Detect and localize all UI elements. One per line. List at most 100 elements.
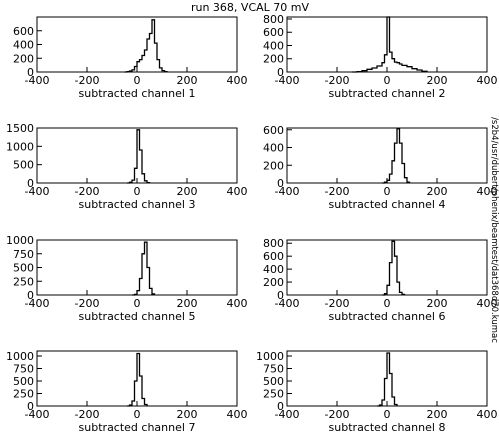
y-tick-label: 600 [263, 124, 284, 137]
y-tick-label: 800 [263, 13, 284, 26]
y-tick-label: 0 [277, 289, 284, 302]
y-tick-label: 0 [277, 66, 284, 79]
x-tick-label: -400 [275, 185, 300, 198]
y-tick-label: 750 [263, 363, 284, 376]
y-tick-label: 200 [263, 53, 284, 66]
y-tick-label: 1000 [6, 140, 34, 153]
x-tick-label: 400 [227, 74, 248, 87]
x-tick-label: 400 [227, 297, 248, 310]
y-tick-label: 1000 [6, 350, 34, 363]
x-tick-label: 200 [427, 297, 448, 310]
y-tick-label: 250 [263, 388, 284, 401]
x-tick-label: -400 [25, 297, 50, 310]
plot-frame [36, 239, 238, 296]
x-tick-label: -400 [25, 74, 50, 87]
x-tick-label: -200 [75, 297, 100, 310]
x-tick-label: -200 [325, 74, 350, 87]
x-tick-label: -200 [325, 185, 350, 198]
y-tick-label: 1500 [6, 122, 34, 135]
x-tick-label: 400 [227, 408, 248, 421]
x-axis-label: subtracted channel 5 [79, 310, 196, 323]
y-tick-label: 600 [13, 25, 34, 38]
histogram-panel-4: -400 -200 0 200 400 0 200 400 600 subtracted chan… [263, 124, 498, 211]
x-tick-label: 0 [384, 74, 391, 87]
histogram-series [377, 352, 398, 407]
x-tick-label: 200 [427, 185, 448, 198]
histogram-panel-5: -400 -200 0 200 40002505007501000subtracted … [6, 234, 248, 323]
x-tick-label: 200 [427, 408, 448, 421]
x-axis-label: subtracted channel 8 [329, 421, 446, 434]
x-tick-label: -400 [275, 74, 300, 87]
y-tick-label: 0 [27, 289, 34, 302]
x-tick-label: -200 [75, 185, 100, 198]
x-tick-label: 0 [134, 185, 141, 198]
x-tick-label: 400 [227, 185, 248, 198]
x-tick-label: 200 [177, 408, 198, 421]
x-tick-label: -200 [75, 74, 100, 87]
y-tick-label: 0 [27, 400, 34, 413]
histogram-series [382, 128, 411, 184]
y-tick-label: 0 [27, 66, 34, 79]
x-tick-label: 400 [477, 74, 498, 87]
x-tick-label: 400 [477, 408, 498, 421]
plot-frame [286, 127, 488, 184]
y-tick-label: 800 [263, 237, 284, 250]
histogram-panel-3: -400 -200 0 200 400 0 500 1000 1500 subtracted ch… [6, 122, 248, 211]
y-tick-label: 500 [13, 375, 34, 388]
x-tick-label: 0 [384, 297, 391, 310]
histogram-series [124, 19, 168, 73]
y-tick-label: 500 [263, 375, 284, 388]
x-axis-label: subtracted channel 2 [329, 87, 446, 100]
y-tick-label: 500 [13, 262, 34, 275]
x-axis-label: subtracted channel 1 [79, 87, 196, 100]
y-tick-label: 1000 [256, 350, 284, 363]
x-tick-label: -200 [75, 408, 100, 421]
x-tick-label: 0 [134, 297, 141, 310]
y-tick-label: 750 [13, 363, 34, 376]
y-tick-label: 400 [263, 263, 284, 276]
y-tick-label: 500 [13, 159, 34, 172]
x-tick-label: -400 [25, 185, 50, 198]
figure-title: run 368, VCAL 70 mV [191, 1, 310, 14]
histogram-series [352, 16, 428, 73]
histogram-series [132, 241, 156, 296]
y-tick-label: 600 [263, 26, 284, 39]
y-tick-label: 200 [263, 276, 284, 289]
y-tick-label: 600 [263, 250, 284, 263]
x-axis-label: subtracted channel 7 [79, 421, 196, 434]
y-tick-label: 0 [277, 400, 284, 413]
histogram-panel-7: -400 -200 0 200 40002505007501000subtracted … [6, 350, 248, 434]
x-tick-label: -200 [325, 297, 350, 310]
x-axis-label: subtracted channel 6 [329, 310, 446, 323]
histogram-series [382, 240, 406, 296]
y-tick-label: 400 [13, 39, 34, 52]
file-path-label: /s2b4/usr/dubert/phenix/beamtest/dat368d… [489, 117, 499, 343]
x-tick-label: -400 [25, 408, 50, 421]
y-tick-label: 0 [277, 177, 284, 190]
x-tick-label: 200 [177, 185, 198, 198]
histogram-panel-8: -400 -200 0 200 40002505007501000subtracted … [256, 350, 498, 434]
y-tick-label: 1000 [6, 234, 34, 247]
y-tick-label: 750 [13, 248, 34, 261]
histogram-series [127, 129, 151, 184]
y-tick-label: 400 [263, 39, 284, 52]
y-tick-label: 200 [263, 159, 284, 172]
y-tick-label: 200 [13, 52, 34, 65]
x-tick-label: -400 [275, 297, 300, 310]
x-tick-label: 200 [177, 297, 198, 310]
x-tick-label: 0 [134, 74, 141, 87]
x-axis-label: subtracted channel 4 [329, 198, 446, 211]
x-tick-label: -400 [275, 408, 300, 421]
x-tick-label: 0 [384, 185, 391, 198]
y-tick-label: 250 [13, 275, 34, 288]
x-tick-label: 400 [477, 297, 498, 310]
x-tick-label: -200 [325, 408, 350, 421]
y-tick-label: 250 [13, 388, 34, 401]
y-tick-label: 0 [27, 177, 34, 190]
x-tick-label: 200 [427, 74, 448, 87]
histogram-series [127, 352, 148, 407]
